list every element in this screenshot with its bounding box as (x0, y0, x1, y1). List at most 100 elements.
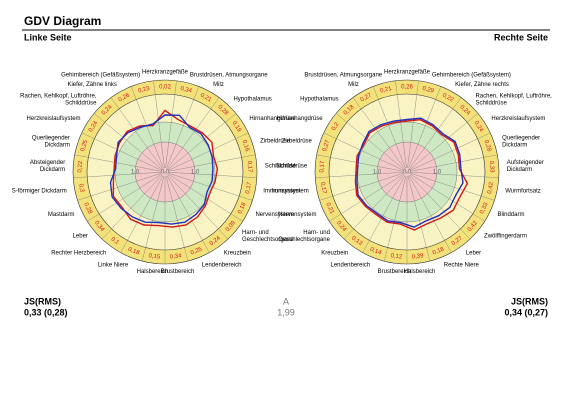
ring-value-label: 0,26 (118, 92, 132, 103)
category-label: Herzkreislaufsystem (27, 116, 81, 122)
ring-value-label: 0,33 (479, 201, 490, 215)
spoke (409, 97, 462, 169)
spoke (167, 113, 237, 170)
category-label: Hypothalamus (300, 97, 338, 103)
ring-value-label: 0,14 (369, 247, 383, 257)
category-label: Halsbereich (137, 269, 169, 275)
category-label: Zwölffingerdarm (484, 233, 527, 239)
category-label: Wurmfortsatz (505, 188, 541, 194)
category-label-line: Harn- und (242, 230, 269, 236)
spoke (335, 113, 405, 170)
ring-value-label: 0,33 (488, 161, 495, 174)
spoke (87, 173, 162, 222)
summary-label: JS(RMS) (24, 296, 61, 306)
radial-grid (406, 171, 408, 173)
category-label: Lendenbereich (202, 263, 242, 269)
spoke (120, 175, 164, 253)
spoke (110, 97, 163, 169)
spoke (93, 113, 163, 170)
radar-chart: 0,01,0 1,00,26 0,290,220,240,240,280,330,4… (271, 70, 552, 275)
category-label-line: Schilddrüse (65, 100, 97, 106)
spoke (315, 172, 404, 178)
spoke (165, 175, 189, 262)
spoke (410, 172, 499, 178)
spoke (407, 80, 419, 169)
category-label: Querliegender Dickdarm (502, 135, 540, 148)
category-label-line: Querliegender (502, 135, 540, 141)
radial-tick-label: 1,0 (191, 170, 200, 176)
series-line (354, 118, 469, 231)
ring-value-label: 0,17 (246, 161, 253, 174)
spoke (329, 173, 404, 222)
ring-value-label: 0,28 (483, 139, 493, 153)
category-label-line: Absteigender (30, 160, 65, 166)
ring-value-label: 0,25 (80, 139, 90, 153)
ring-value-label: 0,3 (77, 183, 85, 193)
category-label-line: Dickdarm (507, 167, 532, 173)
series-line (356, 117, 464, 228)
spoke (166, 175, 210, 253)
radial-grid (376, 141, 438, 203)
ring-value-label: 0,18 (432, 246, 446, 256)
spoke (410, 132, 491, 171)
category-label: Rechte Niere (444, 263, 480, 269)
spoke (343, 174, 405, 240)
radial-tick-label: 1,0 (131, 170, 140, 176)
category-label: Blinddarm (497, 212, 524, 218)
ring-value-label: 0,22 (77, 160, 84, 173)
ring-value-label: 0,34 (170, 253, 183, 260)
spoke (409, 174, 471, 240)
ring-value-label: 0,17 (319, 160, 326, 173)
category-label: Immunsystem (263, 188, 300, 194)
ring-value-label: 0,27 (360, 92, 374, 103)
ring-value-label: 0,34 (180, 86, 193, 95)
chart-title: Rechte Seite (494, 32, 548, 42)
category-label: Brustdrüsen, Atmungsorgane (190, 73, 268, 79)
category-label: Leber (73, 233, 88, 239)
spoke (372, 86, 406, 169)
spoke (410, 154, 498, 172)
ring-value-label: 0,28 (82, 202, 93, 216)
category-label: Kreuzbein (321, 250, 348, 256)
ring-value-label: 0,17 (245, 181, 253, 194)
category-label: Halsbereich (404, 269, 436, 275)
category-label: Brustbereich (378, 269, 412, 275)
category-label: Brustbereich (161, 269, 195, 275)
summary-value: 0,34 (0,27) (504, 307, 548, 317)
category-label: Harn- und Geschlechtsorgane (278, 230, 330, 243)
category-label: Linke Niere (98, 263, 129, 269)
radial-tick-label: 1,0 (433, 170, 442, 176)
category-label: Milz (213, 82, 224, 88)
spoke (141, 175, 165, 262)
spoke (74, 154, 162, 172)
spoke (362, 175, 406, 253)
ring-value-label: 0,39 (412, 253, 425, 260)
series-line (112, 109, 219, 228)
ring-value-label: 0,25 (190, 246, 204, 256)
category-label: Milz (348, 82, 359, 88)
spoke (383, 175, 407, 262)
category-label-line: Geschlechtsorgane (278, 237, 330, 243)
category-label: Querliegender Dickdarm (32, 135, 70, 148)
category-label: Leber (466, 250, 481, 256)
radial-tick-label: 0,0 (403, 170, 412, 176)
ring-value-label: 0,18 (127, 247, 141, 257)
spoke (316, 154, 404, 172)
category-label-line: Dickdarm (40, 167, 65, 173)
ring-value-label: 0,21 (199, 93, 213, 104)
ring-value-label: 0,21 (324, 202, 335, 216)
ring-value-label: 0,17 (319, 182, 327, 195)
ring-value-label: 0,24 (473, 120, 485, 134)
category-label: Schilddrüse (265, 163, 297, 169)
category-label: Herzkreislaufsystem (491, 116, 545, 122)
spoke (81, 132, 162, 171)
ring-value-label: 0,42 (487, 181, 495, 194)
category-label: Herzkranzgefäße (142, 70, 189, 76)
spoke (168, 132, 249, 171)
spoke (408, 175, 452, 253)
category-label: Gehirnbereich (Gefäßsystem) (432, 73, 511, 79)
category-label: Zirbeldrüse (282, 139, 313, 145)
ring-value-label: 0,2 (331, 121, 341, 132)
ring-value-label: 0,23 (138, 86, 151, 95)
category-label: Absteigender Dickdarm (30, 160, 65, 173)
